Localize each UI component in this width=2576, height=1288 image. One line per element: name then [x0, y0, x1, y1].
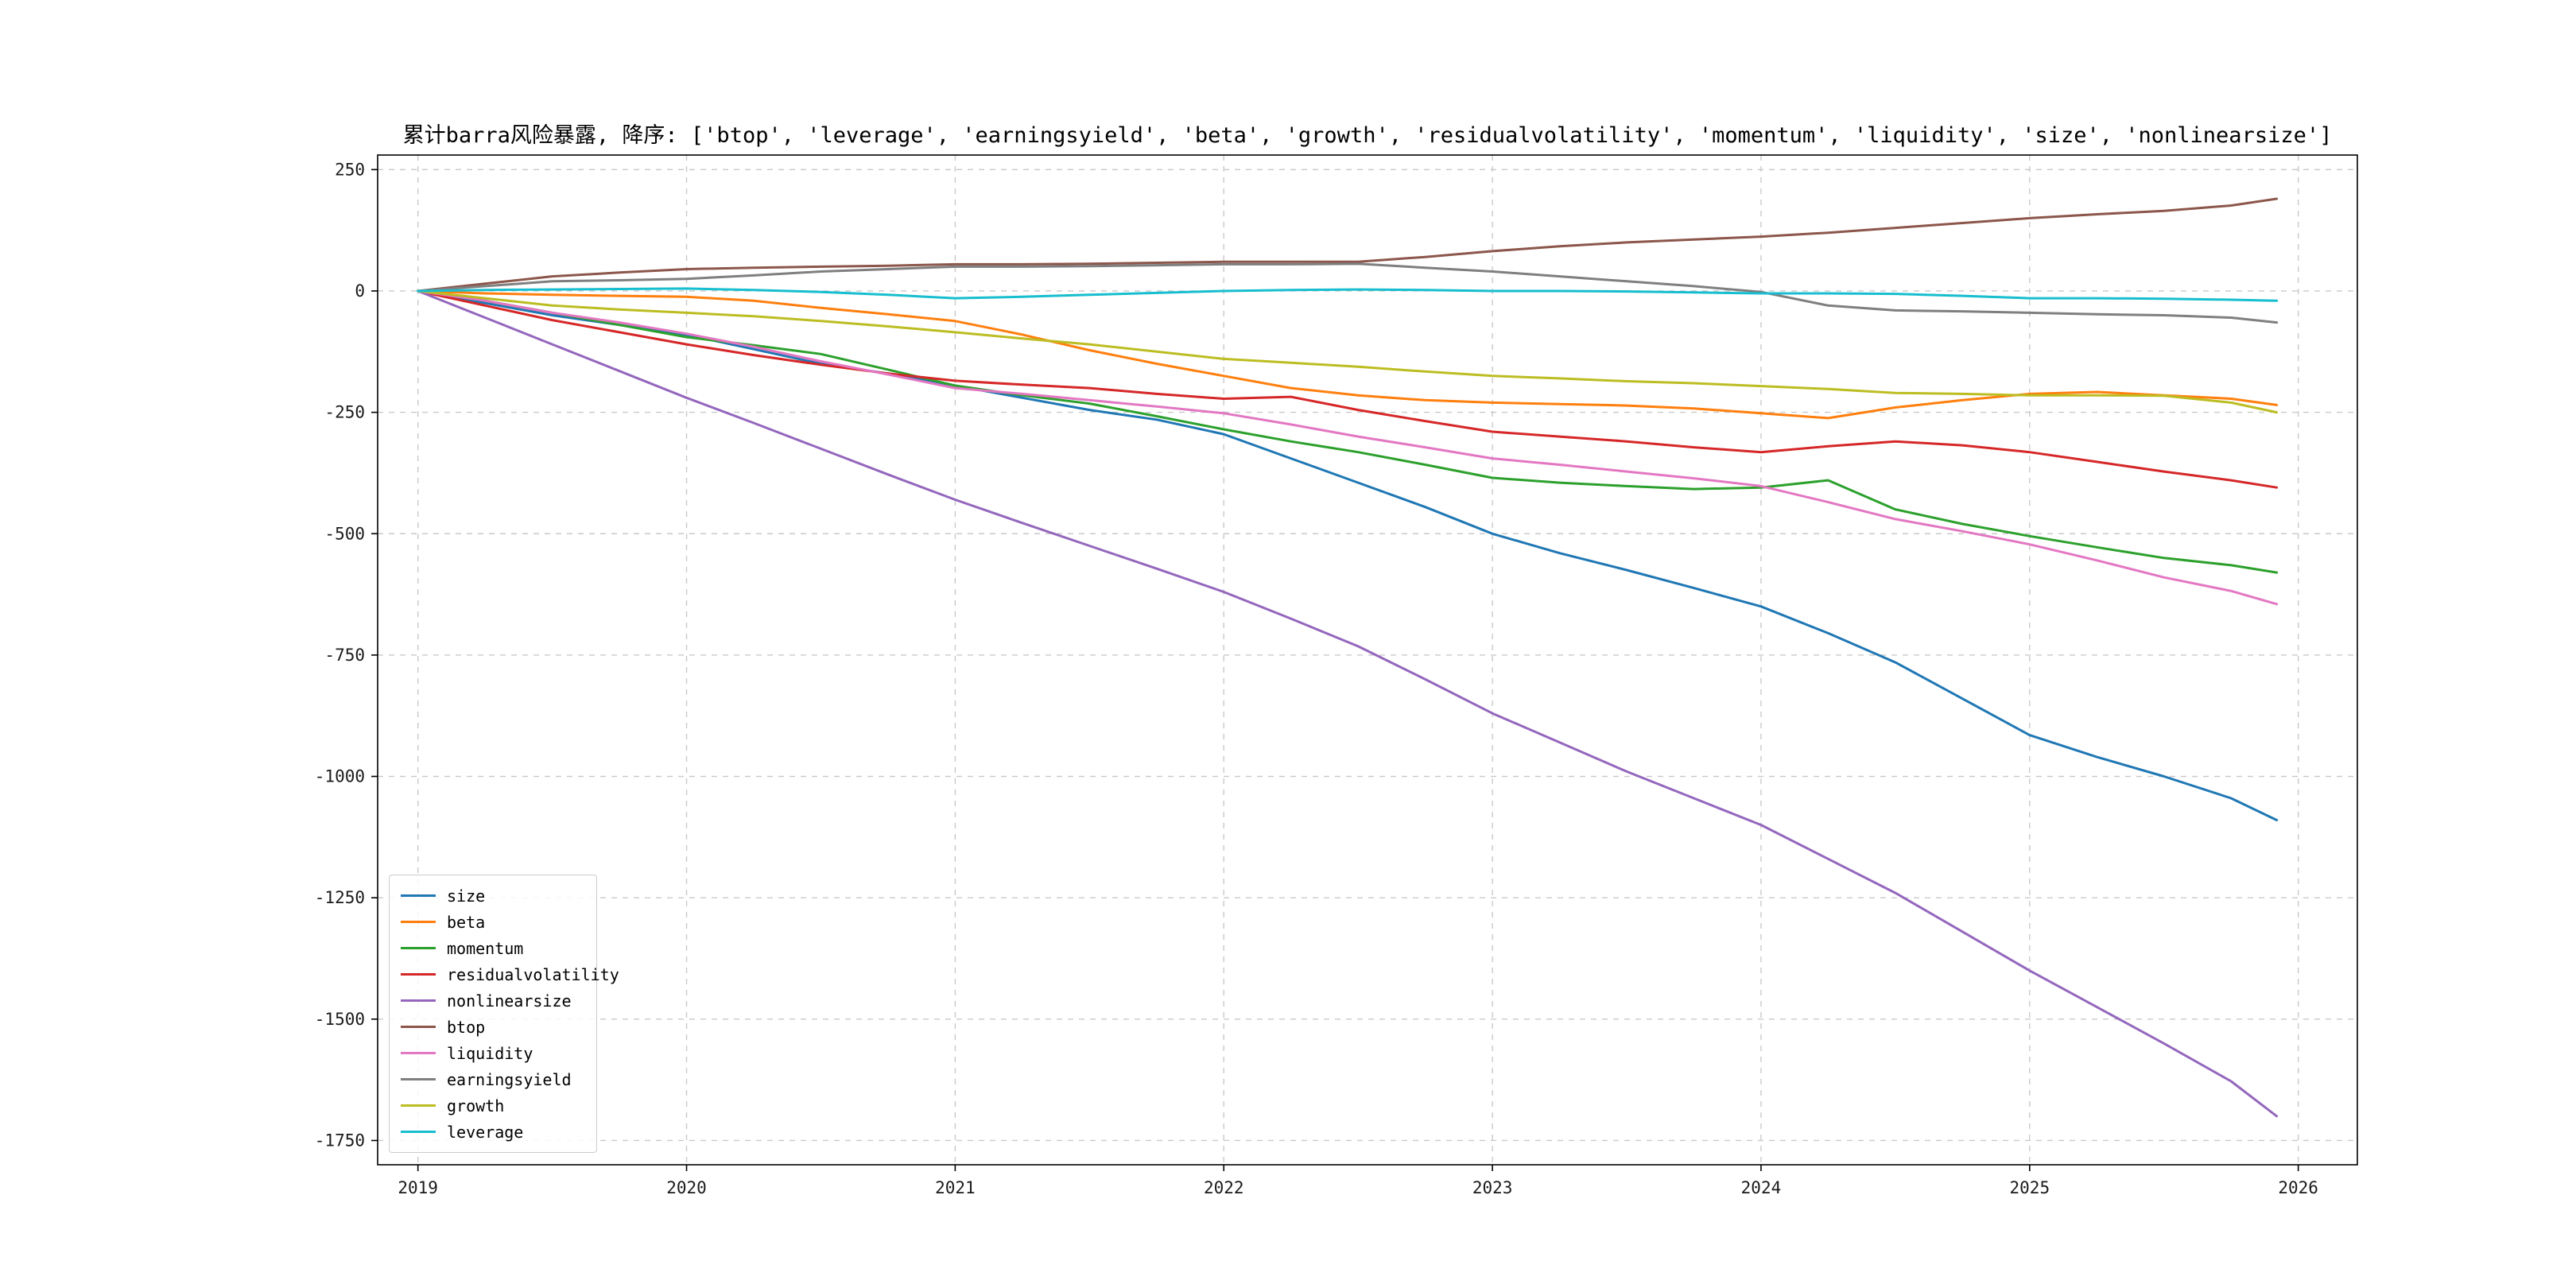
legend-label: momentum	[447, 938, 524, 958]
legend-swatch-growth	[401, 1104, 436, 1107]
legend-item-growth: growth	[401, 1092, 585, 1119]
y-tick-label-0: 0	[355, 281, 365, 301]
legend-swatch-residualvolatility	[401, 973, 436, 976]
legend-swatch-leverage	[401, 1131, 436, 1133]
series-line-liquidity	[417, 289, 2279, 606]
y-tick-label--750: -750	[324, 646, 365, 665]
y-tick-label--250: -250	[324, 403, 365, 422]
legend-item-residualvolatility: residualvolatility	[401, 961, 619, 987]
legend-label: leverage	[447, 1122, 524, 1142]
legend-item-btop: btop	[401, 1014, 585, 1040]
series-line-leverage	[417, 287, 2279, 302]
legend-label: residualvolatility	[447, 964, 619, 984]
series-line-growth	[417, 289, 2279, 414]
legend: size beta momentum residualvolatility nonlin…	[389, 875, 619, 1153]
y-tick-label-250: 250	[335, 160, 365, 179]
legend-label: beta	[447, 912, 486, 932]
series-line-earningsyield	[417, 262, 2279, 324]
legend-item-leverage: leverage	[401, 1119, 585, 1145]
legend-label: earningsyield	[447, 1069, 572, 1089]
y-tick-label--1250: -1250	[315, 888, 365, 907]
legend-label: nonlinearsize	[447, 991, 572, 1011]
legend-item-size: size	[401, 883, 585, 909]
series-line-momentum	[417, 289, 2279, 574]
plot-frame	[377, 154, 2358, 1166]
series-line-btop	[417, 197, 2279, 293]
y-tick-label--500: -500	[324, 524, 365, 543]
series-line-nonlinearsize	[417, 289, 2279, 1118]
legend-swatch-nonlinearsize	[401, 999, 436, 1002]
x-tick-label-2021: 2021	[935, 1178, 976, 1197]
series-line-beta	[417, 289, 2279, 420]
series-line-size	[417, 289, 2279, 821]
legend-swatch-liquidity	[401, 1052, 436, 1054]
x-tick-label-2024: 2024	[1741, 1178, 1782, 1197]
legend-item-momentum: momentum	[401, 935, 585, 961]
legend-item-earningsyield: earningsyield	[401, 1066, 585, 1092]
legend-label: growth	[447, 1096, 505, 1115]
legend-swatch-beta	[401, 921, 436, 923]
x-tick-label-2025: 2025	[2010, 1178, 2050, 1197]
legend-swatch-momentum	[401, 947, 436, 949]
legend-label: btop	[447, 1017, 486, 1037]
legend-label: liquidity	[447, 1043, 533, 1063]
y-tick-label--1750: -1750	[315, 1131, 365, 1150]
x-tick-label-2022: 2022	[1204, 1178, 1244, 1197]
y-tick-label--1000: -1000	[315, 767, 365, 786]
legend-item-nonlinearsize: nonlinearsize	[401, 987, 585, 1014]
x-tick-label-2019: 2019	[398, 1178, 438, 1197]
legend-item-beta: beta	[401, 909, 585, 935]
legend-swatch-size	[401, 894, 436, 897]
y-tick-label--1500: -1500	[315, 1010, 365, 1029]
x-tick-label-2026: 2026	[2278, 1178, 2318, 1197]
chart-title: 累计barra风险暴露, 降序: ['btop', 'leverage', 'e…	[402, 123, 2333, 148]
legend-item-liquidity: liquidity	[401, 1040, 585, 1066]
x-tick-label-2023: 2023	[1472, 1178, 1513, 1197]
series-line-residualvolatility	[417, 289, 2279, 489]
x-tick-label-2020: 2020	[666, 1178, 707, 1197]
legend-swatch-btop	[401, 1026, 436, 1028]
legend-swatch-earningsyield	[401, 1078, 436, 1080]
legend-label: size	[447, 886, 486, 906]
